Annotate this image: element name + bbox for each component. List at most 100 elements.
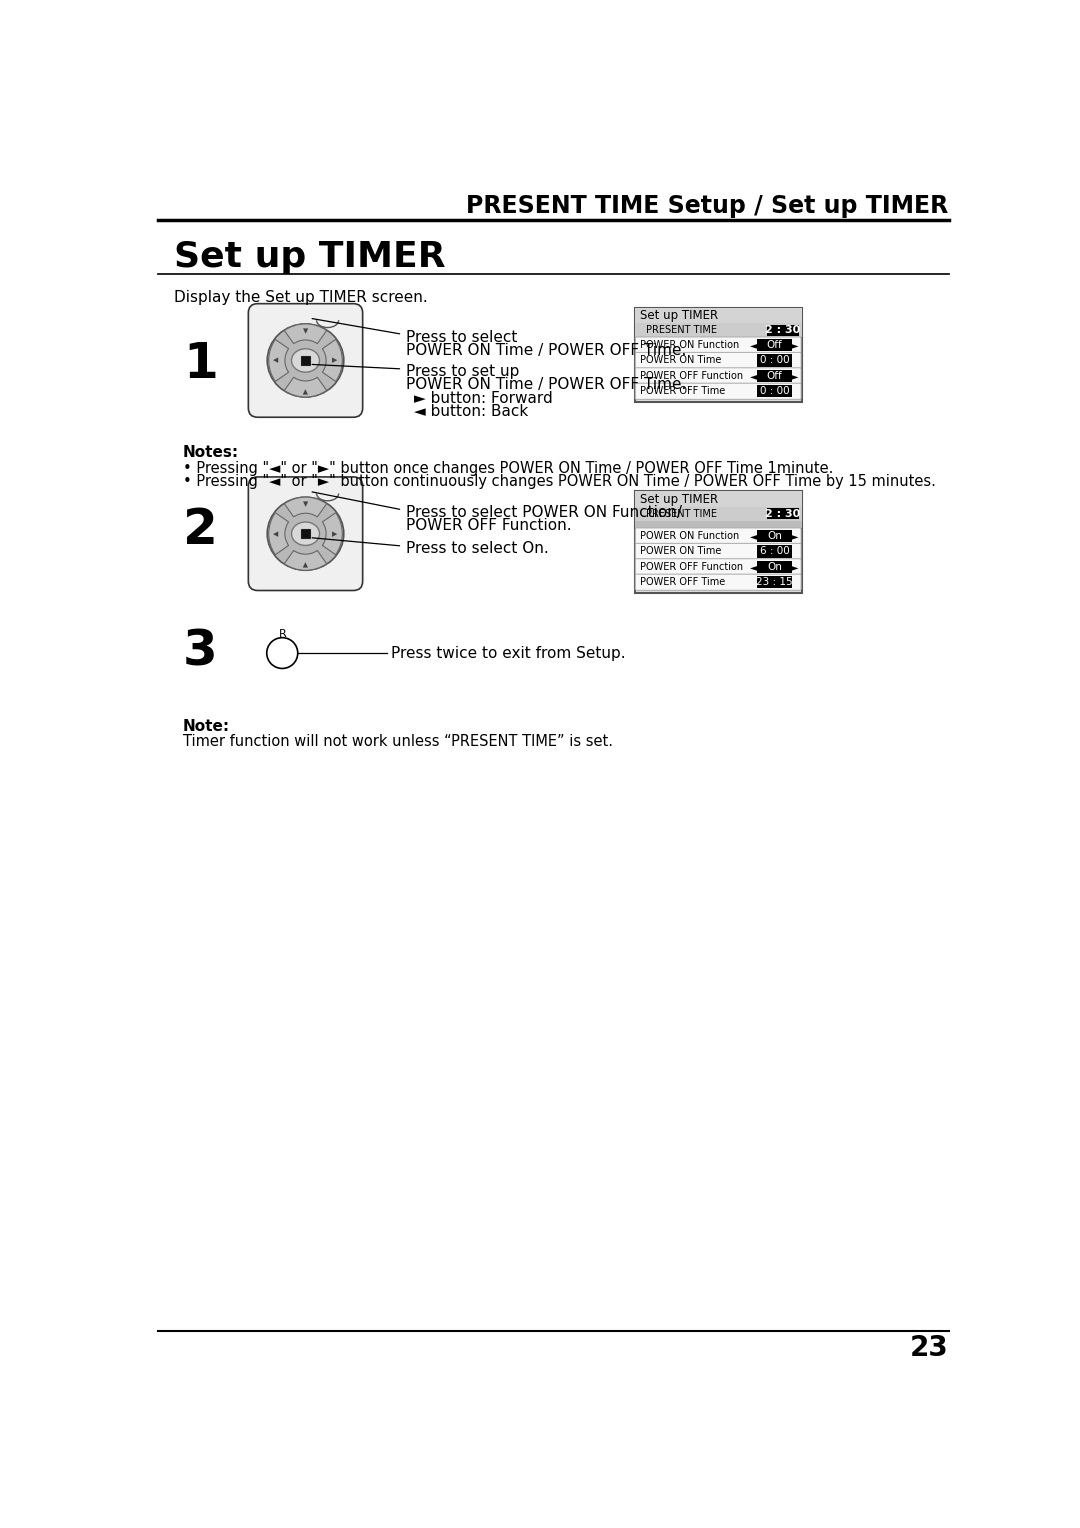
Text: Set up TIMER: Set up TIMER	[639, 492, 717, 506]
Text: ▾: ▾	[302, 500, 308, 509]
Ellipse shape	[292, 348, 320, 373]
Text: ►: ►	[791, 562, 798, 571]
Wedge shape	[284, 377, 326, 397]
Text: Press to set up: Press to set up	[406, 364, 519, 379]
Text: ◂: ◂	[273, 529, 279, 539]
Text: POWER OFF Function.: POWER OFF Function.	[406, 518, 572, 533]
Text: ▾: ▾	[302, 558, 308, 568]
Ellipse shape	[292, 523, 320, 545]
Bar	[767, 324, 799, 336]
Bar	[635, 309, 801, 402]
Text: POWER OFF Time: POWER OFF Time	[640, 387, 726, 396]
Bar	[635, 507, 801, 521]
Text: Press to select: Press to select	[406, 330, 517, 345]
Wedge shape	[323, 339, 342, 382]
Text: Press to select POWER ON Function/: Press to select POWER ON Function/	[406, 506, 683, 520]
FancyBboxPatch shape	[635, 544, 801, 559]
FancyBboxPatch shape	[635, 353, 801, 368]
Text: Notes:: Notes:	[183, 445, 239, 460]
Text: 23 : 15: 23 : 15	[756, 578, 793, 587]
Wedge shape	[284, 550, 326, 570]
FancyBboxPatch shape	[635, 559, 801, 575]
Text: POWER ON Function: POWER ON Function	[640, 341, 740, 350]
Text: POWER ON Time / POWER OFF Time.: POWER ON Time / POWER OFF Time.	[406, 342, 687, 358]
Text: ◄: ◄	[750, 532, 757, 541]
Circle shape	[267, 637, 298, 668]
Bar	[635, 521, 801, 529]
Bar	[757, 354, 793, 367]
Wedge shape	[269, 339, 288, 382]
Text: Press twice to exit from Setup.: Press twice to exit from Setup.	[391, 645, 625, 660]
Bar	[757, 545, 793, 558]
Ellipse shape	[267, 497, 343, 570]
Text: ◄: ◄	[750, 371, 757, 380]
Wedge shape	[323, 513, 342, 555]
Bar	[635, 492, 801, 507]
Bar	[301, 356, 310, 365]
Text: ▾: ▾	[302, 325, 308, 336]
Text: POWER ON Function: POWER ON Function	[640, 532, 740, 541]
Text: ►: ►	[791, 532, 798, 541]
Text: 23: 23	[910, 1334, 948, 1361]
FancyBboxPatch shape	[248, 304, 363, 417]
Text: PRESENT TIME: PRESENT TIME	[646, 509, 717, 518]
FancyBboxPatch shape	[635, 368, 801, 384]
Bar	[635, 492, 801, 593]
Text: 2 : 30: 2 : 30	[766, 509, 800, 518]
Bar	[767, 507, 799, 520]
Text: ▾: ▾	[302, 385, 308, 394]
Text: Off: Off	[767, 341, 782, 350]
Text: 3: 3	[183, 628, 218, 675]
Text: On: On	[767, 532, 782, 541]
Text: On: On	[767, 562, 782, 571]
Bar	[757, 576, 793, 588]
FancyBboxPatch shape	[635, 338, 801, 353]
Text: Note:: Note:	[183, 718, 230, 733]
Ellipse shape	[267, 324, 343, 397]
Text: Off: Off	[767, 371, 782, 380]
Bar	[757, 385, 793, 397]
Wedge shape	[284, 497, 326, 516]
Text: 2 : 30: 2 : 30	[766, 325, 800, 336]
Text: 6 : 00: 6 : 00	[759, 547, 789, 556]
Text: ◄: ◄	[750, 341, 757, 350]
Text: POWER ON Time: POWER ON Time	[640, 547, 721, 556]
Text: Set up TIMER: Set up TIMER	[174, 240, 445, 274]
Text: ► button: Forward: ► button: Forward	[414, 391, 553, 406]
Bar	[757, 339, 793, 351]
Text: POWER OFF Function: POWER OFF Function	[640, 371, 743, 380]
Text: POWER OFF Function: POWER OFF Function	[640, 562, 743, 571]
Bar	[301, 529, 310, 538]
Text: PRESENT TIME Setup / Set up TIMER: PRESENT TIME Setup / Set up TIMER	[467, 194, 948, 219]
FancyBboxPatch shape	[248, 477, 363, 590]
Text: 1: 1	[183, 341, 218, 388]
Text: • Pressing "◄" or "►" button continuously changes POWER ON Time / POWER OFF Time: • Pressing "◄" or "►" button continuousl…	[183, 474, 936, 489]
FancyBboxPatch shape	[635, 529, 801, 544]
Text: Timer function will not work unless “PRESENT TIME” is set.: Timer function will not work unless “PRE…	[183, 733, 613, 749]
Text: R: R	[279, 630, 286, 639]
Text: 0 : 00: 0 : 00	[759, 387, 789, 396]
Text: Display the Set up TIMER screen.: Display the Set up TIMER screen.	[174, 290, 428, 304]
Bar	[757, 561, 793, 573]
Text: POWER ON Time: POWER ON Time	[640, 356, 721, 365]
Text: ▸: ▸	[333, 356, 338, 365]
Text: ►: ►	[791, 371, 798, 380]
Text: ►: ►	[791, 341, 798, 350]
Bar	[757, 530, 793, 542]
Text: ▸: ▸	[333, 529, 338, 539]
Text: Press to select On.: Press to select On.	[406, 541, 549, 556]
Bar	[635, 309, 801, 324]
Bar	[635, 324, 801, 338]
Bar	[757, 370, 793, 382]
Text: POWER ON Time / POWER OFF Time.: POWER ON Time / POWER OFF Time.	[406, 377, 687, 393]
Text: • Pressing "◄" or "►" button once changes POWER ON Time / POWER OFF Time 1minute: • Pressing "◄" or "►" button once change…	[183, 460, 834, 475]
Text: Set up TIMER: Set up TIMER	[639, 309, 717, 322]
Text: ◂: ◂	[273, 356, 279, 365]
Wedge shape	[284, 324, 326, 344]
Text: POWER OFF Time: POWER OFF Time	[640, 578, 726, 587]
Text: 2: 2	[183, 506, 218, 553]
FancyBboxPatch shape	[635, 384, 801, 399]
Text: PRESENT TIME: PRESENT TIME	[646, 325, 717, 336]
FancyBboxPatch shape	[635, 575, 801, 590]
Text: 0 : 00: 0 : 00	[759, 356, 789, 365]
